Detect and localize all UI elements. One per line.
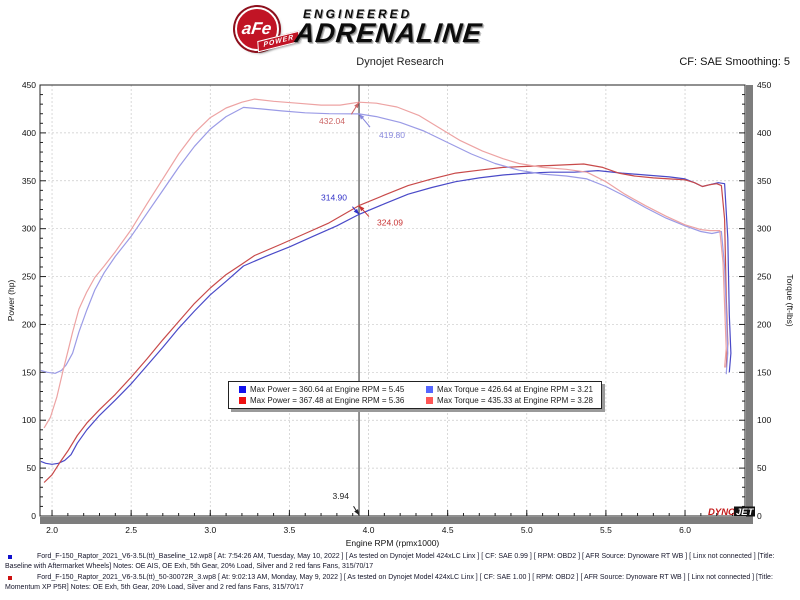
dynojet-watermark-jet: JET	[736, 507, 755, 518]
dyno-chart: 2.0 2.5 3.0 3.5 4.0 4.5 5.0 5.5 6.0 0 0 50 50 100 100 1…	[6, 80, 795, 548]
y-left-tick-label: 0	[31, 511, 36, 521]
cursor-value-annotation: 3.94	[332, 491, 349, 501]
x-tick-label: 5.0	[521, 525, 533, 535]
afe-power-logo-icon: aFe	[235, 7, 279, 51]
cursor-value-annotation: 419.80	[379, 130, 405, 140]
y-right-tick-label: 350	[757, 176, 771, 186]
run-footnotes: Ford_F-150_Raptor_2021_V6-3.5L(tt)_Basel…	[0, 552, 800, 594]
y-left-tick-label: 150	[22, 367, 36, 377]
footnote-baseline-run: Ford_F-150_Raptor_2021_V6-3.5L(tt)_Basel…	[2, 552, 798, 572]
y-right-tick-label: 0	[757, 511, 762, 521]
footnote-momentum-run: Ford_F-150_Raptor_2021_V6-3.5L(tt)_50-30…	[2, 573, 798, 593]
y-right-tick-label: 200	[757, 319, 771, 329]
right-axis-bar	[746, 85, 753, 524]
y-left-tick-label: 350	[22, 176, 36, 186]
plot-frame	[39, 84, 746, 517]
legend-row-baseline: Max Power = 360.64 at Engine RPM = 5.45 …	[229, 384, 601, 395]
y-right-tick-label: 250	[757, 272, 771, 282]
momentum-run-info: Ford_F-150_Raptor_2021_V6-3.5L(tt)_50-30…	[5, 574, 773, 591]
chart-title: Dynojet Research	[356, 56, 444, 68]
left-axis-title: Power (hp)	[6, 280, 16, 322]
brand-engineered: ENGINEERED	[303, 7, 413, 21]
legend-box: Max Power = 360.64 at Engine RPM = 5.45 …	[228, 381, 602, 409]
y-left-tick-label: 300	[22, 224, 36, 234]
x-tick-label: 6.0	[679, 525, 691, 535]
y-right-tick-label: 300	[757, 224, 771, 234]
cursor-value-annotation: 324.09	[377, 218, 403, 228]
bottom-axis-bar	[40, 517, 753, 524]
y-left-tick-label: 50	[27, 463, 37, 473]
smoothing-label: CF: SAE Smoothing: 5	[679, 56, 790, 68]
right-axis-title: Torque (ft-lbs)	[785, 274, 795, 327]
x-tick-label: 4.5	[442, 525, 454, 535]
baseline-power-swatch	[239, 386, 246, 393]
baseline-max-torque: Max Torque = 426.64 at Engine RPM = 3.21	[437, 385, 593, 394]
x-tick-label: 2.5	[125, 525, 137, 535]
baseline-max-power: Max Power = 360.64 at Engine RPM = 5.45	[250, 385, 405, 394]
y-right-tick-label: 400	[757, 128, 771, 138]
y-left-tick-label: 200	[22, 319, 36, 329]
y-right-tick-label: 50	[757, 463, 767, 473]
legend-row-momentum: Max Power = 367.48 at Engine RPM = 5.36 …	[229, 395, 601, 406]
y-right-tick-label: 150	[757, 367, 771, 377]
x-tick-label: 3.5	[283, 525, 295, 535]
x-tick-label: 4.0	[363, 525, 375, 535]
momentum-run-bullet-icon	[8, 576, 12, 580]
y-left-tick-label: 100	[22, 415, 36, 425]
y-right-tick-label: 450	[757, 80, 771, 90]
baseline-torque-curve	[40, 106, 729, 375]
momentum-torque-swatch	[426, 397, 433, 404]
cursor-value-annotation: 314.90	[321, 192, 347, 202]
momentum-power-swatch	[239, 397, 246, 404]
brand-text: ENGINEERED ADRENALINE	[293, 7, 483, 48]
x-axis-title: Engine RPM (rpmx1000)	[346, 538, 440, 548]
x-tick-label: 5.5	[600, 525, 612, 535]
baseline-torque-swatch	[426, 386, 433, 393]
y-right-tick-label: 100	[757, 415, 771, 425]
x-tick-label: 2.0	[46, 525, 58, 535]
afe-adrenaline-logo: aFe POWER ENGINEERED ADRENALINE	[233, 5, 613, 57]
momentum-torque-curve	[43, 98, 727, 429]
x-tick-label: 3.0	[204, 525, 216, 535]
baseline-run-bullet-icon	[8, 555, 12, 559]
dynojet-watermark: DYNO	[708, 507, 736, 518]
y-left-tick-label: 450	[22, 80, 36, 90]
momentum-max-torque: Max Torque = 435.33 at Engine RPM = 3.28	[437, 396, 593, 405]
y-left-tick-label: 400	[22, 128, 36, 138]
baseline-run-info: Ford_F-150_Raptor_2021_V6-3.5L(tt)_Basel…	[5, 553, 775, 570]
momentum-power-curve	[43, 163, 729, 483]
cursor-value-annotation: 432.04	[319, 116, 345, 126]
y-left-tick-label: 250	[22, 272, 36, 282]
momentum-max-power: Max Power = 367.48 at Engine RPM = 5.36	[250, 396, 405, 405]
